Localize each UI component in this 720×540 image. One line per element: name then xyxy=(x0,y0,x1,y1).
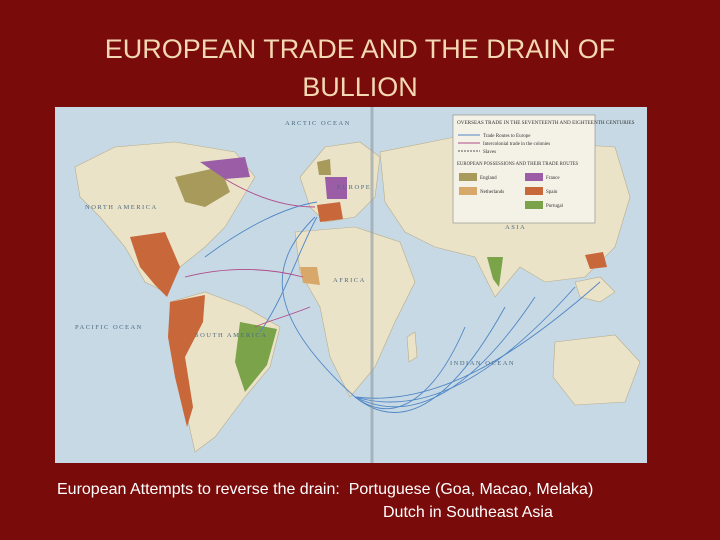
legend-swatch xyxy=(459,187,477,195)
route xyxy=(254,306,311,328)
map-label: AFRICA xyxy=(333,277,366,284)
route xyxy=(354,296,536,408)
england xyxy=(317,159,331,175)
france xyxy=(325,177,347,199)
legend-item: Slaves xyxy=(483,150,496,155)
legend-item: Intercolonial trade in the colonies xyxy=(483,142,550,147)
legend-item: Spain xyxy=(546,190,558,195)
french-possession xyxy=(200,157,250,179)
map-label: INDIAN OCEAN xyxy=(450,360,515,367)
portuguese-possession xyxy=(235,322,277,392)
trade-map: OVERSEAS TRADE IN THE SEVENTEENTH AND EI… xyxy=(55,107,647,463)
spanish-possession xyxy=(585,252,607,269)
route xyxy=(184,269,304,278)
route xyxy=(224,178,316,208)
legend-title: OVERSEAS TRADE IN THE SEVENTEENTH AND EI… xyxy=(457,120,635,126)
caption-lead: European Attempts to reverse the drain: xyxy=(57,481,340,498)
land xyxy=(294,226,416,398)
legend-item: Trade Routes to Europe xyxy=(483,134,531,139)
title-line: BULLION xyxy=(302,72,418,102)
route xyxy=(354,326,466,409)
caption-row: European Attempts to reverse the drain: … xyxy=(57,478,593,501)
legend-swatch xyxy=(525,173,543,181)
title-line: EUROPEAN TRADE AND THE DRAIN OF xyxy=(104,34,616,64)
map-label: PACIFIC OCEAN xyxy=(75,324,143,331)
land xyxy=(574,276,616,303)
map-label: EUROPE xyxy=(337,184,371,191)
caption-item: Dutch in Southeast Asia xyxy=(383,504,553,521)
map-label: NORTH AMERICA xyxy=(85,204,158,211)
spain xyxy=(317,202,343,222)
legend-item: Netherlands xyxy=(480,190,504,195)
caption-item: Portuguese (Goa, Macao, Melaka) xyxy=(348,481,594,498)
slide-title: EUROPEAN TRADE AND THE DRAIN OF BULLION xyxy=(0,30,720,106)
legend-item: England xyxy=(480,176,497,181)
legend-item: Portugal xyxy=(546,204,564,209)
portuguese-possession xyxy=(487,257,503,287)
route xyxy=(281,216,356,398)
map-label: ARCTIC OCEAN xyxy=(285,120,351,127)
trade-routes xyxy=(204,201,601,413)
slave-routes xyxy=(184,178,316,328)
legend-item: France xyxy=(546,176,560,181)
spanish-possession xyxy=(130,232,180,297)
route xyxy=(354,286,576,403)
legend-swatch xyxy=(459,173,477,181)
possession xyxy=(300,267,320,285)
land xyxy=(552,334,641,406)
english-possession xyxy=(175,167,230,207)
legend-swatch xyxy=(525,187,543,195)
caption-row: Dutch in Southeast Asia xyxy=(57,501,593,524)
route xyxy=(204,201,318,258)
route xyxy=(354,306,506,413)
land xyxy=(406,331,418,363)
legend-subtitle: EUROPEAN POSSESSIONS AND THEIR TRADE ROU… xyxy=(457,162,579,167)
spanish-possession xyxy=(168,295,205,427)
legend-box xyxy=(452,114,596,224)
map-label: SOUTH AMERICA xyxy=(195,332,267,339)
caption: European Attempts to reverse the drain: … xyxy=(57,478,593,524)
legend-swatch xyxy=(525,201,543,209)
map-label: ASIA xyxy=(505,224,526,231)
route xyxy=(354,281,601,399)
route xyxy=(259,216,318,333)
